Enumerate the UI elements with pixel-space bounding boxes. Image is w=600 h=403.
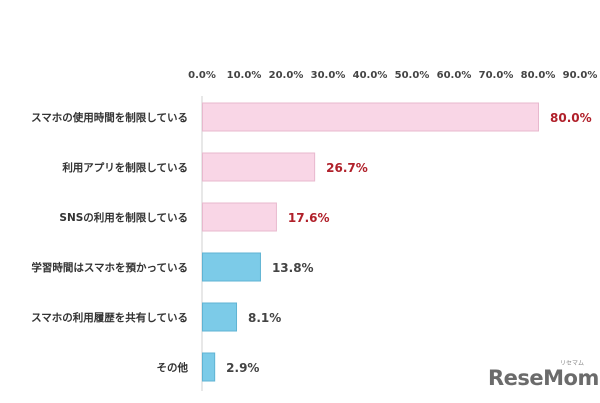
category-label: 学習時間はスマホを預かっている bbox=[31, 261, 188, 274]
x-tick-label: 0.0% bbox=[188, 70, 216, 81]
category-label: SNSの利用を制限している bbox=[59, 211, 188, 224]
x-tick-label: 30.0% bbox=[311, 70, 346, 81]
category-label: スマホの利用履歴を共有している bbox=[31, 311, 188, 324]
logo-ruby: リセマム bbox=[560, 360, 585, 367]
value-label: 17.6% bbox=[288, 211, 330, 225]
x-tick-label: 20.0% bbox=[269, 70, 304, 81]
value-label: 8.1% bbox=[248, 311, 281, 325]
value-label: 26.7% bbox=[326, 161, 368, 175]
x-tick-label: 10.0% bbox=[227, 70, 262, 81]
category-label: 利用アプリを制限している bbox=[62, 161, 188, 174]
category-label: その他 bbox=[157, 361, 189, 374]
x-tick-label: 40.0% bbox=[353, 70, 388, 81]
x-tick-label: 70.0% bbox=[479, 70, 514, 81]
value-label: 80.0% bbox=[550, 111, 592, 125]
bar bbox=[202, 252, 261, 282]
category-label: スマホの使用時間を制限している bbox=[31, 111, 188, 124]
resemom-logo: ReseMom bbox=[488, 366, 599, 390]
bar bbox=[202, 202, 277, 232]
bar bbox=[202, 302, 238, 332]
bar bbox=[202, 352, 216, 382]
bar bbox=[202, 102, 539, 132]
value-label: 13.8% bbox=[272, 261, 314, 275]
x-tick-label: 60.0% bbox=[437, 70, 472, 81]
bar bbox=[202, 152, 316, 182]
x-tick-label: 80.0% bbox=[521, 70, 556, 81]
x-tick-label: 90.0% bbox=[563, 70, 598, 81]
value-label: 2.9% bbox=[226, 361, 259, 375]
x-tick-label: 50.0% bbox=[395, 70, 430, 81]
